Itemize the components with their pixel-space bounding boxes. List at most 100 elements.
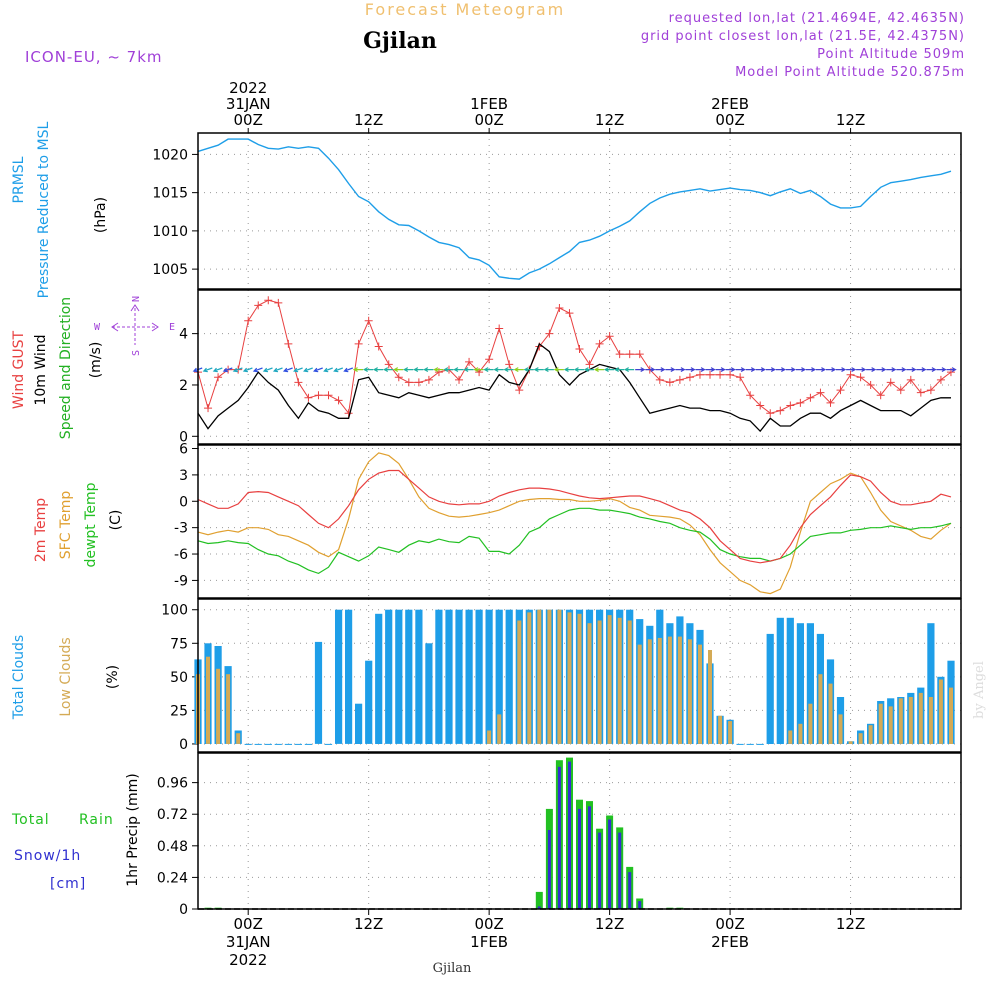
low-cloud-bar bbox=[878, 703, 883, 744]
ytick-label-wind: 0 bbox=[179, 429, 188, 445]
total-cloud-bar bbox=[435, 609, 443, 744]
wind-arrow bbox=[715, 367, 726, 373]
snow-bar bbox=[628, 872, 632, 909]
total-cloud-bar bbox=[786, 617, 794, 744]
wind-arrow bbox=[553, 367, 564, 373]
dewpt-temp-line bbox=[197, 507, 952, 575]
gust-point bbox=[455, 375, 464, 384]
wind-arrow bbox=[583, 367, 594, 373]
wind-arrow bbox=[563, 367, 574, 373]
low-cloud-bar bbox=[517, 620, 522, 744]
top-time-label: 12Z bbox=[595, 111, 624, 129]
gust-point bbox=[294, 378, 303, 387]
gust-point bbox=[515, 386, 524, 395]
point-altitude: Point Altitude 509m bbox=[817, 47, 965, 62]
low-cloud-bar bbox=[206, 656, 210, 744]
gust-point bbox=[334, 396, 343, 405]
gust-point bbox=[756, 401, 765, 410]
wind-arrow bbox=[685, 367, 696, 373]
gust-point bbox=[414, 378, 423, 387]
gust-point bbox=[465, 357, 474, 366]
compass-arrow-e bbox=[151, 322, 159, 332]
wind-arrow bbox=[886, 367, 897, 373]
gust-point bbox=[314, 391, 323, 400]
low-cloud-bar bbox=[718, 715, 723, 744]
snow-bar bbox=[537, 906, 541, 909]
gust-point bbox=[615, 350, 624, 359]
gust-point bbox=[716, 370, 725, 379]
low-cloud-bar bbox=[226, 674, 231, 744]
ytick-label-precipitation: 0 bbox=[179, 902, 188, 918]
gust-point bbox=[254, 301, 263, 310]
top-time-label: 2FEB bbox=[711, 95, 749, 113]
wind-arrow bbox=[856, 367, 867, 373]
compass-w: W bbox=[94, 322, 101, 333]
watermark: by Angel bbox=[972, 661, 987, 719]
gust-point bbox=[695, 370, 704, 379]
panel-wind: 0 2 4 bbox=[179, 289, 962, 445]
low-cloud-bar bbox=[547, 609, 552, 744]
gust-point bbox=[886, 378, 895, 387]
total-cloud-bar bbox=[395, 609, 403, 744]
wind-arrow bbox=[242, 367, 253, 373]
wind-arrow bbox=[635, 367, 646, 373]
top-time-label: 2022 bbox=[229, 79, 267, 97]
total-clouds-label: Total Clouds bbox=[11, 635, 27, 720]
wind-arrow bbox=[866, 367, 877, 373]
gust-point bbox=[776, 406, 785, 415]
bottom-time-label: 12Z bbox=[595, 915, 624, 933]
wind-arrow bbox=[785, 367, 797, 373]
wind-arrow bbox=[393, 367, 404, 373]
gust-point bbox=[746, 391, 755, 400]
total-cloud-bar bbox=[927, 623, 935, 744]
gust-point bbox=[786, 401, 795, 410]
gust-point bbox=[575, 345, 584, 354]
total-cloud-bar bbox=[345, 609, 353, 744]
low-cloud-bar bbox=[677, 636, 682, 744]
wind-arrow bbox=[846, 367, 857, 373]
bottom-time-label: 2022 bbox=[229, 951, 267, 969]
wind-arrow bbox=[252, 367, 263, 373]
bottom-time-label: 2FEB bbox=[711, 933, 749, 951]
wind-arrow bbox=[413, 367, 424, 373]
wind-arrow bbox=[815, 367, 827, 373]
wind-arrow bbox=[675, 367, 686, 373]
pressure-unit: (hPa) bbox=[93, 197, 109, 233]
wind-arrow bbox=[433, 367, 444, 373]
gust-point bbox=[545, 329, 554, 338]
low-cloud-bar bbox=[617, 617, 622, 744]
wind-arrow bbox=[645, 367, 656, 373]
wind-arrow bbox=[543, 367, 554, 373]
total-cloud-bar bbox=[274, 743, 282, 745]
low-cloud-bar bbox=[798, 723, 803, 744]
ytick-label-temperature: 0 bbox=[179, 494, 188, 510]
gust-point bbox=[836, 386, 845, 395]
wind-gust-label: Wind GUST bbox=[11, 330, 27, 409]
low-cloud-bar bbox=[567, 612, 572, 744]
bottom-time-label: 00Z bbox=[715, 915, 744, 933]
gust-point bbox=[404, 378, 413, 387]
total-cloud-bar bbox=[776, 617, 784, 744]
low-cloud-bar bbox=[537, 609, 542, 744]
low-cloud-bar bbox=[637, 644, 642, 744]
low-cloud-bar bbox=[888, 706, 893, 744]
wind-arrow bbox=[735, 367, 746, 373]
wind-arrow bbox=[665, 367, 676, 373]
ytick-label-temperature: -3 bbox=[174, 521, 188, 537]
ytick-label-clouds: 75 bbox=[170, 636, 188, 652]
low-cloud-bar bbox=[487, 730, 492, 744]
gust-point bbox=[374, 342, 383, 351]
low-cloud-bar bbox=[788, 730, 793, 744]
gust-point bbox=[796, 398, 805, 407]
top-time-label: 12Z bbox=[836, 111, 865, 129]
low-cloud-bar bbox=[938, 679, 943, 744]
total-cloud-bar bbox=[425, 643, 433, 744]
gust-point bbox=[625, 350, 634, 359]
gust-point bbox=[284, 339, 293, 348]
gust-point bbox=[264, 296, 273, 305]
precip-labels: Total Rain Snow/1h [cm] 1hr Precip (mm) bbox=[11, 773, 141, 892]
low-cloud-bar bbox=[497, 714, 502, 744]
compass-rose: N S W E bbox=[94, 296, 175, 356]
wind-arrow bbox=[896, 367, 907, 373]
low-cloud-bar bbox=[908, 697, 913, 744]
